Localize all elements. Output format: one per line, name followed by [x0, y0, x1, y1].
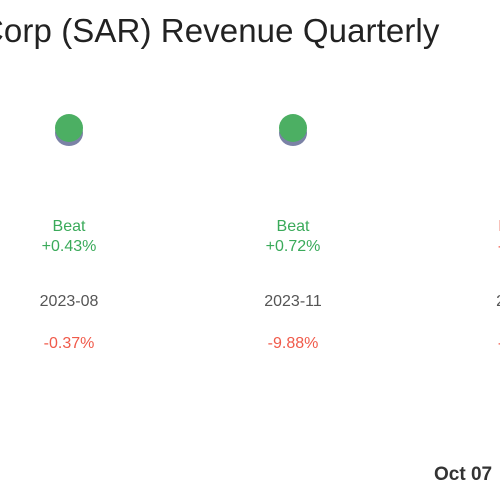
status-label: M [498, 218, 500, 235]
category-tick-label: 2023-08 [40, 293, 99, 310]
surprise-label: +0.72% [266, 238, 321, 255]
footer-date: Oct 07 [434, 464, 493, 485]
status-label: Beat [277, 218, 310, 235]
data-point-marker [55, 114, 83, 142]
category-tick-label: 20 [496, 293, 500, 310]
change-label: -0.37% [44, 335, 95, 352]
status-label: Beat [53, 218, 86, 235]
data-point-marker [279, 114, 307, 142]
chart-title: Corp (SAR) Revenue Quarterly [0, 12, 440, 49]
change-label: -1 [498, 335, 500, 352]
surprise-label: -1 [498, 238, 500, 255]
category-tick-label: 2023-11 [264, 293, 322, 310]
change-label: -9.88% [268, 335, 319, 352]
surprise-label: +0.43% [42, 238, 97, 255]
